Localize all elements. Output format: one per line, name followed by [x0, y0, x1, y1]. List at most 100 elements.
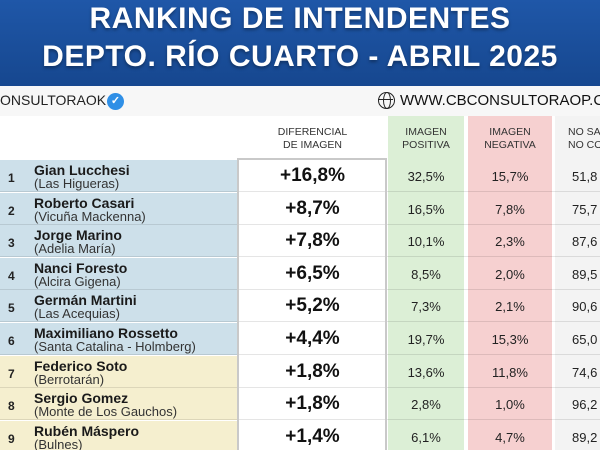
table-row: 9 Rubén Máspero (Bulnes) +1,4% 6,1% 4,7% 89,2 — [0, 420, 600, 450]
diferencial-value: +8,7% — [285, 197, 340, 219]
rank-cell — [0, 388, 28, 421]
header-no-sabe: NO SA NO CO — [568, 126, 600, 151]
mayor-name: Sergio Gomez — [34, 390, 129, 407]
positive-value: 2,8% — [411, 397, 441, 413]
header-negativa: IMAGEN NEGATIVA — [484, 126, 536, 151]
mayor-name: Germán Martini — [34, 292, 137, 309]
mayor-name: Maximiliano Rossetto — [34, 325, 178, 341]
rank-number: 1 — [8, 171, 15, 185]
row-divider — [0, 256, 600, 258]
rank-number: 3 — [8, 236, 15, 251]
no-sabe-value: 96,2 — [572, 397, 598, 413]
positive-value: 13,6% — [407, 364, 445, 380]
diferencial-value: +1,8% — [285, 393, 340, 415]
no-sabe-value: 65,0 — [572, 332, 598, 347]
table-row: 6 Maximiliano Rossetto (Santa Catalina - H… — [0, 323, 600, 355]
brand-handle: ONSULTORAOK — [0, 92, 107, 108]
website-link[interactable]: WWW.CBCONSULTORAOP.C — [400, 92, 600, 109]
name-cell — [28, 290, 238, 323]
row-divider — [0, 223, 600, 225]
title-banner: RANKING DE INTENDENTES DEPTO. RÍO CUARTO… — [0, 0, 600, 86]
rank-cell — [0, 420, 28, 450]
name-cell — [28, 323, 238, 355]
diferencial-value: +5,2% — [285, 295, 340, 317]
rank-number: 2 — [8, 203, 15, 218]
title-line-1: RANKING DE INTENDENTES — [89, 2, 511, 35]
row-divider — [0, 354, 600, 355]
positive-value: 32,5% — [407, 169, 445, 184]
positive-value: 8,5% — [411, 266, 441, 282]
positive-value: 10,1% — [407, 234, 445, 250]
negative-value: 7,8% — [495, 201, 525, 217]
mayor-location: (Berrotarán) — [34, 371, 105, 387]
info-bar — [0, 86, 600, 116]
rank-number: 9 — [8, 431, 15, 446]
negative-value: 2,0% — [495, 266, 525, 282]
table-row: 3 Jorge Marino (Adelia María) +7,8% 10,1% 2,3… — [0, 225, 600, 258]
diferencial-value: +1,4% — [285, 425, 340, 447]
negative-column-bg — [468, 116, 552, 450]
name-cell — [28, 192, 238, 225]
mayor-location: (Las Higueras) — [34, 176, 120, 191]
table-row: 5 Germán Martini (Las Acequias) +5,2% 7,3% 2,… — [0, 290, 600, 323]
rank-number: 7 — [8, 366, 15, 381]
name-cell — [28, 257, 238, 290]
name-cell — [28, 355, 238, 388]
table-row: 2 Roberto Casari (Vicuña Mackenna) +8,7% 16,… — [0, 192, 600, 225]
no-sabe-value: 90,6 — [572, 299, 598, 315]
mayor-name: Nanci Foresto — [34, 259, 128, 276]
diferencial-value: +16,8% — [280, 165, 345, 186]
mayor-name: Gian Lucchesi — [34, 162, 130, 178]
mayor-location: (Vicuña Mackenna) — [34, 208, 146, 224]
negative-value: 1,0% — [495, 397, 525, 413]
mayor-location: (Monte de Los Gauchos) — [34, 404, 178, 420]
table-row: 1 Gian Lucchesi (Las Higueras) +16,8% 32,5% 1… — [0, 160, 600, 192]
table-row: 4 Nanci Foresto (Alcira Gigena) +6,5% 8,5% 2,… — [0, 257, 600, 290]
negative-value: 4,7% — [495, 429, 525, 445]
diferencial-value: +1,8% — [285, 360, 340, 382]
rank-number: 8 — [8, 399, 15, 414]
rank-cell — [0, 160, 28, 192]
row-divider — [0, 321, 600, 323]
negative-value: 11,8% — [492, 364, 528, 380]
positive-value: 16,5% — [407, 201, 445, 217]
mayor-name: Jorge Marino — [34, 227, 122, 244]
positive-value: 6,1% — [411, 429, 441, 445]
negative-value: 15,7% — [491, 169, 529, 184]
no-sabe-value: 89,2 — [572, 429, 598, 445]
rank-cell — [0, 257, 28, 290]
name-cell — [28, 225, 238, 258]
header-positiva: IMAGEN POSITIVA — [402, 126, 450, 151]
header-diferencial: DIFERENCIAL DE IMAGEN — [277, 126, 348, 151]
positive-value: 19,7% — [407, 332, 445, 347]
rank-cell — [0, 355, 28, 388]
no-sabe-value: 87,6 — [572, 234, 598, 250]
rank-cell — [0, 290, 28, 323]
name-cell — [28, 420, 238, 450]
rank-number: 6 — [8, 334, 15, 348]
mayor-location: (Alcira Gigena) — [34, 273, 121, 289]
row-divider — [0, 288, 600, 290]
negative-value: 15,3% — [491, 332, 529, 347]
mayor-name: Rubén Máspero — [34, 422, 140, 439]
mayor-location: (Adelia María) — [34, 241, 116, 257]
rank-number: 5 — [8, 301, 15, 316]
mayor-location: (Bulnes) — [34, 436, 83, 450]
negative-value: 2,3% — [495, 234, 525, 250]
row-divider — [0, 386, 600, 388]
no-sabe-value: 51,8 — [572, 169, 598, 184]
diferencial-value: +7,8% — [285, 230, 340, 252]
no-sabe-column-bg — [555, 116, 600, 450]
mayor-location: (Las Acequias) — [34, 306, 120, 322]
negative-value: 2,1% — [495, 299, 525, 315]
no-sabe-value: 75,7 — [572, 201, 598, 217]
positive-value: 7,3% — [411, 299, 441, 315]
diferencial-value: +4,4% — [285, 328, 340, 349]
mayor-location: (Santa Catalina - Holmberg) — [34, 339, 196, 354]
diferencial-value: +6,5% — [285, 262, 340, 284]
globe-icon — [378, 92, 395, 109]
table-row: 8 Sergio Gomez (Monte de Los Gauchos) +1,8%… — [0, 388, 600, 421]
verified-check-icon: ✓ — [107, 93, 124, 110]
no-sabe-value: 74,6 — [572, 364, 598, 380]
row-divider — [0, 191, 600, 192]
